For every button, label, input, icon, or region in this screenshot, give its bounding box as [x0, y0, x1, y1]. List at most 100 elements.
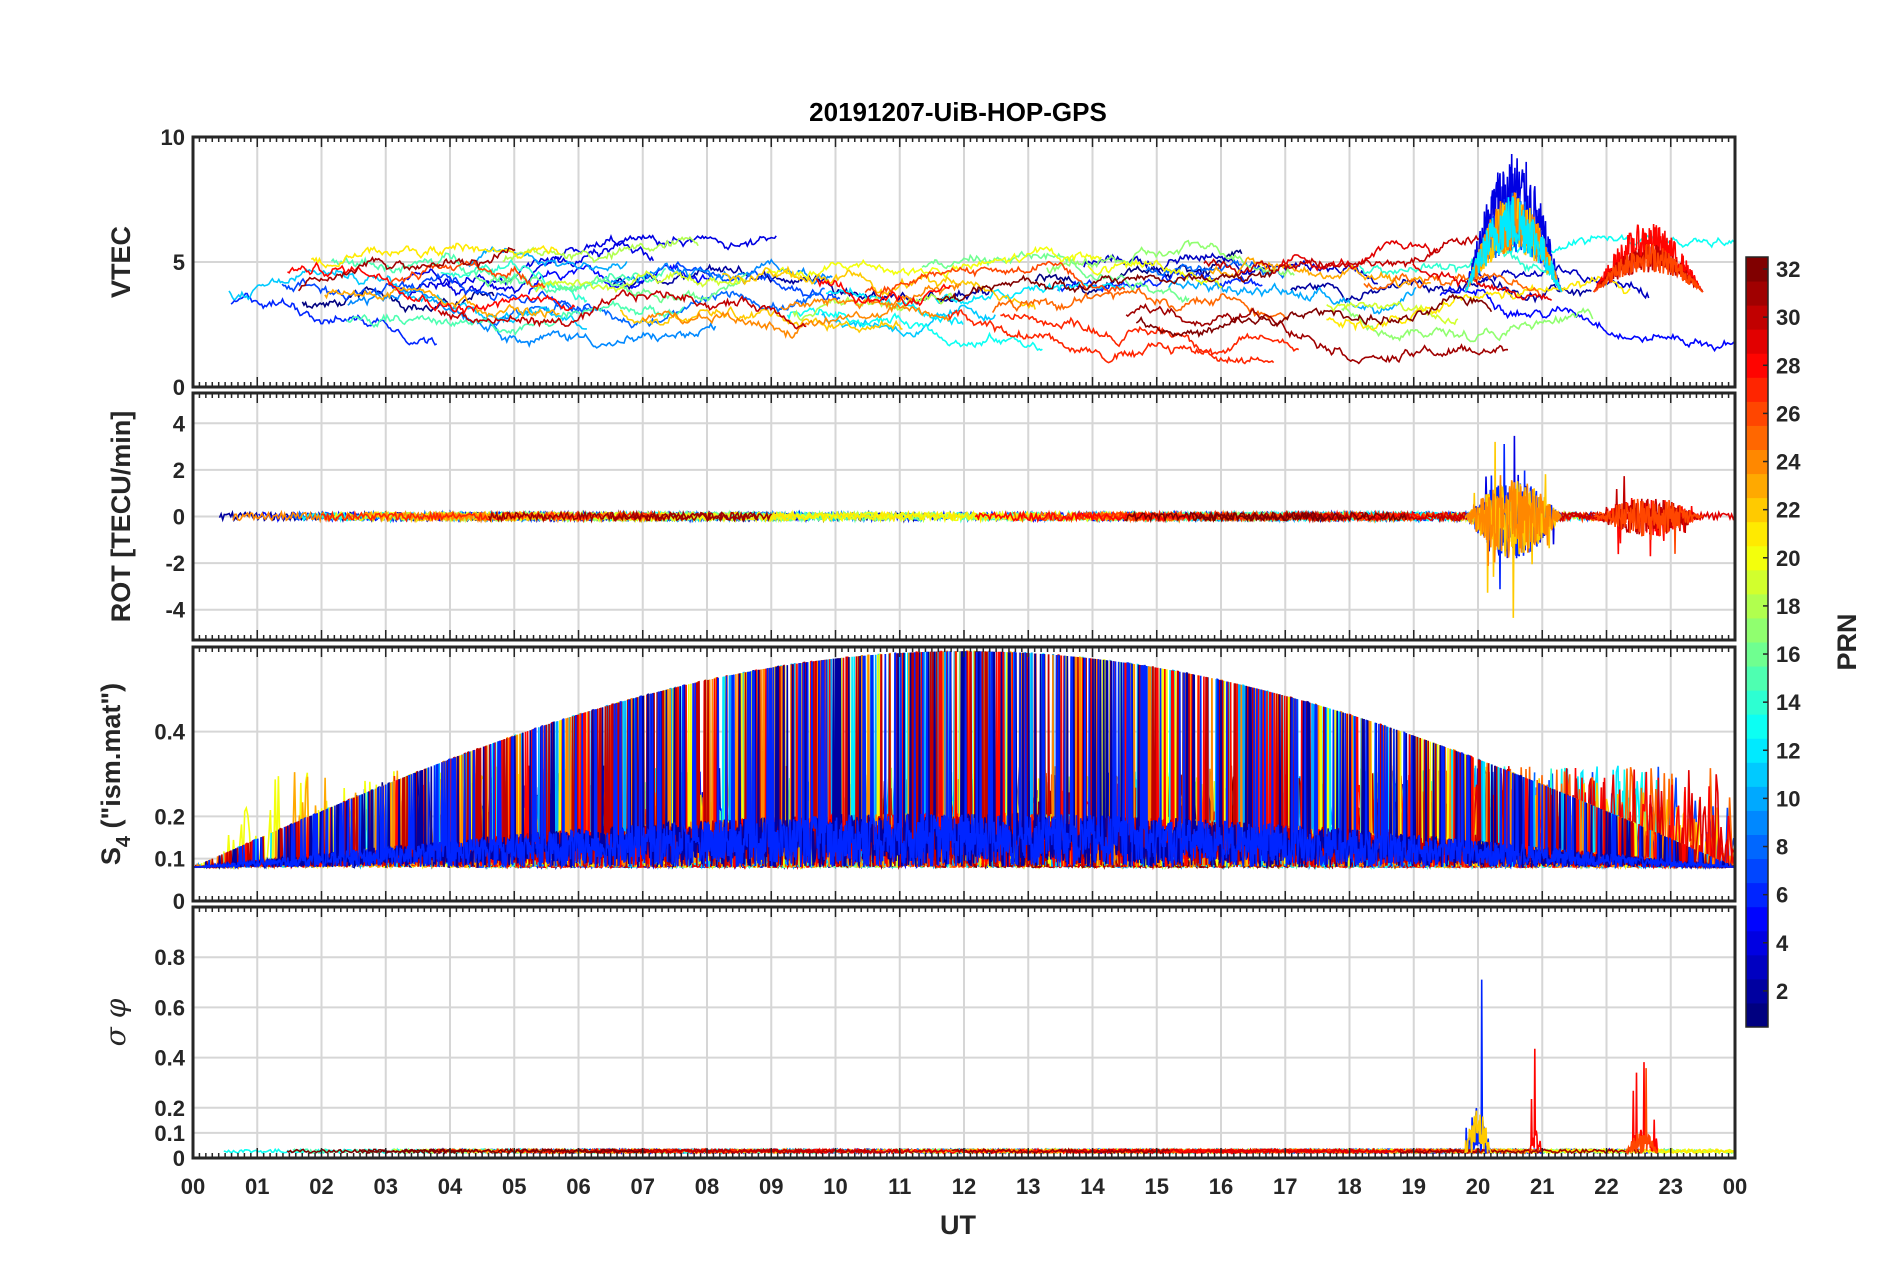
colorbar-segment [1746, 882, 1768, 908]
colorbar-segment [1746, 305, 1768, 330]
series-trace-prn-27 [1000, 313, 1300, 356]
x-tick-label: 06 [566, 1174, 590, 1199]
colorbar-segment [1746, 834, 1768, 860]
event-trace-prn-26 [1625, 1068, 1659, 1156]
x-axis-label: UT [940, 1210, 976, 1240]
colorbar-tick-label: 20 [1776, 546, 1800, 571]
colorbar-label: PRN [1832, 613, 1862, 670]
x-tick-label: 02 [309, 1174, 333, 1199]
colorbar-segment [1746, 521, 1768, 547]
series-trace-prn-6 [230, 292, 438, 346]
x-tick-label: 21 [1530, 1174, 1554, 1199]
event-trace-prn-22 [1464, 1110, 1492, 1154]
y-tick-label: 0 [173, 505, 185, 530]
y-axis-label: ROT [TECU/min] [106, 411, 136, 622]
colorbar-segment [1746, 1002, 1768, 1028]
series-trace-prn-28 [287, 261, 576, 316]
panel-traces [228, 153, 1735, 365]
colorbar-tick-label: 6 [1776, 883, 1788, 908]
colorbar-tick-label: 30 [1776, 305, 1800, 330]
series-trace-prn-31 [951, 1147, 1171, 1155]
series-trace-prn-9 [347, 285, 717, 349]
series-trace-prn-12 [934, 280, 1126, 305]
colorbar-tick-label: 32 [1776, 257, 1800, 282]
series-trace-prn-14 [1358, 248, 1551, 276]
y-tick-label: 0.4 [154, 720, 185, 745]
colorbar-segment [1746, 858, 1768, 884]
colorbar-segment [1746, 593, 1768, 619]
series-trace-prn-31 [1125, 303, 1509, 365]
x-tick-label: 08 [695, 1174, 719, 1199]
colorbar-tick-label: 28 [1776, 353, 1800, 378]
colorbar-segment [1746, 954, 1768, 980]
event-trace-prn-24 [1464, 475, 1562, 566]
series-trace-prn-17 [1046, 239, 1295, 278]
x-tick-label: 10 [823, 1174, 847, 1199]
series-trace-prn-24 [642, 302, 951, 340]
event-trace-prn-22 [1464, 441, 1562, 618]
panel-rot: -4 -2 0 2 4 ROT [TECU/min] [106, 391, 1737, 642]
y-tick-label: 0.1 [154, 1121, 185, 1146]
colorbar-segment [1746, 762, 1768, 787]
x-tick-label: 20 [1466, 1174, 1490, 1199]
series-trace-prn-1 [1034, 248, 1243, 296]
series-trace-prn-20 [1087, 258, 1223, 289]
x-tick-label: 16 [1209, 1174, 1233, 1199]
y-tick-label: 0 [173, 889, 185, 914]
series-trace-prn-26 [864, 260, 1126, 298]
event-trace-prn-26 [1593, 243, 1704, 293]
colorbar-segment [1746, 714, 1768, 739]
x-tick-label: 13 [1016, 1174, 1040, 1199]
colorbar-segment [1746, 666, 1768, 691]
x-tick-label: 15 [1145, 1174, 1169, 1199]
series-trace-prn-7 [281, 272, 595, 314]
x-tick-label: 09 [759, 1174, 783, 1199]
colorbar-segment [1746, 473, 1768, 499]
colorbar-tick-label: 16 [1776, 642, 1800, 667]
series-trace-prn-5 [1439, 285, 1735, 353]
x-tick-label: 23 [1659, 1174, 1683, 1199]
y-tick-label: 0.2 [154, 804, 185, 829]
x-tick-label: 12 [952, 1174, 976, 1199]
colorbar-segment [1746, 281, 1768, 306]
series-trace-prn-11 [821, 304, 996, 338]
x-tick-label: 04 [438, 1174, 463, 1199]
series-trace-prn-23 [324, 286, 560, 320]
x-tick-label: 18 [1337, 1174, 1361, 1199]
panel-traces [193, 650, 1735, 871]
colorbar-tick-label: 22 [1776, 498, 1800, 523]
series-trace-prn-25 [1363, 272, 1542, 297]
series-trace-prn-29 [1214, 1147, 1491, 1155]
series-trace-prn-31 [298, 246, 516, 292]
x-tick-label: 19 [1402, 1174, 1426, 1199]
colorbar-tick-label: 8 [1776, 835, 1788, 860]
panel-sigma: 00.10.2 0.4 0.6 0.8 σ φ [99, 905, 1737, 1171]
colorbar-segment [1746, 617, 1768, 643]
colorbar-segment [1746, 425, 1768, 450]
colorbar-segment [1746, 738, 1768, 763]
series-trace-prn-32 [1135, 293, 1493, 338]
colorbar-tick-label: 26 [1776, 401, 1800, 426]
colorbar-segment [1746, 642, 1768, 667]
series-trace-prn-30 [437, 289, 807, 330]
colorbar-segment [1746, 978, 1768, 1004]
y-tick-label: 0.2 [154, 1096, 185, 1121]
colorbar-segment [1746, 449, 1768, 475]
x-tick-label: 01 [245, 1174, 269, 1199]
series-trace-prn-28 [974, 510, 1204, 524]
y-tick-label: 2 [173, 458, 185, 483]
colorbar-tick-label: 14 [1776, 690, 1801, 715]
colorbar-segment [1746, 353, 1768, 378]
x-tick-label: 14 [1080, 1174, 1105, 1199]
colorbar-segment [1746, 786, 1768, 811]
y-tick-label: 0.4 [154, 1046, 185, 1071]
series-trace-prn-31 [610, 509, 758, 523]
series-trace-prn-31 [1398, 1147, 1643, 1155]
series-trace-prn-15 [346, 299, 685, 337]
series-trace-prn-4 [398, 233, 777, 300]
series-trace-prn-21 [1326, 275, 1631, 332]
series-trace-prn-10 [1167, 279, 1417, 315]
x-tick-label: 17 [1273, 1174, 1297, 1199]
series-trace-prn-29 [1412, 263, 1553, 301]
